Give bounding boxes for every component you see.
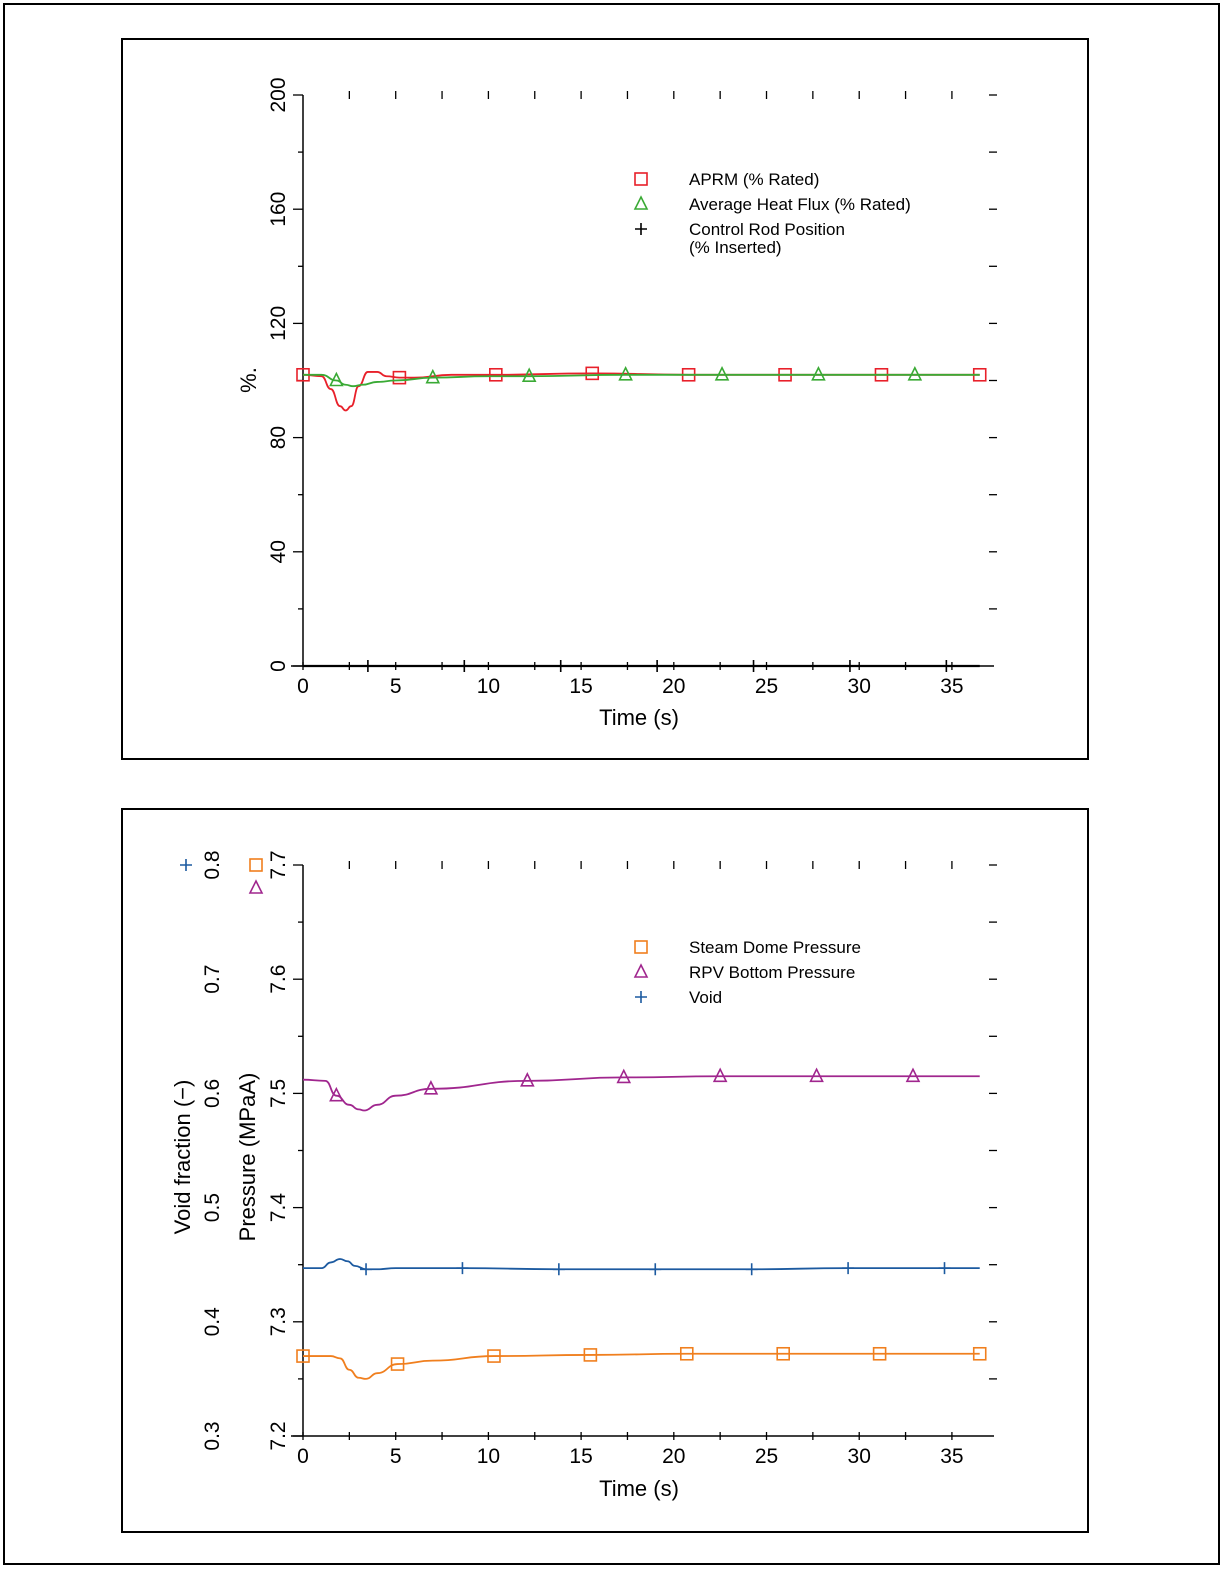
data-point [456,1262,468,1274]
y-tick-label: 7.6 [267,965,290,994]
data-point [812,368,824,380]
x-tick-label: 0 [297,675,309,698]
legend-marker [635,941,647,953]
y-axis-label-pressure: Pressure (MPaA) [235,1073,260,1242]
legend-label-line2: (% Inserted) [689,238,782,257]
x-tick-label: 30 [848,1445,871,1468]
chart-pressure-svg: 0 5 10 15 20 25 30 35 7.2 7.3 7.4 7.5 7.6 7.7 0.3 0.4 0.… [123,810,1087,1531]
x-tick-label: 10 [477,675,500,698]
data-point [746,1263,758,1275]
series-line [303,1354,980,1379]
y-tick-label: 120 [267,306,290,341]
series-line [303,372,980,411]
data-point [714,1069,726,1081]
pressure-axis-marker-square [250,859,262,871]
x-tick-label: 35 [940,675,963,698]
data-point [555,660,567,672]
data-point [939,1262,951,1274]
legend-label: Average Heat Flux (% Rated) [689,195,911,214]
legend: APRM (% Rated) Average Heat Flux (% Rated… [635,170,911,257]
x-tick-label: 15 [569,675,592,698]
data-point [748,660,760,672]
chart-pressure-panel: 0 5 10 15 20 25 30 35 7.2 7.3 7.4 7.5 7.6 7.7 0.3 0.4 0.… [121,808,1089,1533]
legend-label: Control Rod Position [689,220,845,239]
void-axis-marker [180,859,192,871]
data-point [360,1263,372,1275]
legend-marker [635,991,647,1003]
y2-tick-label: 0.6 [201,1079,224,1108]
y2-tick-label: 0.8 [201,850,224,879]
data-point [651,660,663,672]
chart-power-svg: 0 5 10 15 20 25 30 35 0 40 80 120 160 200 APRM (% Rat… [123,40,1087,758]
series-group [297,367,986,672]
y2-tick-label: 0.5 [201,1193,224,1222]
y-tick-label: 7.7 [267,850,290,879]
x-tick-label: 20 [662,675,685,698]
data-point [716,368,728,380]
legend-label: Steam Dome Pressure [689,938,861,957]
series-line [303,1259,980,1269]
legend-marker [635,197,647,209]
data-point [909,368,921,380]
y-tick-label: 80 [267,426,290,449]
y-tick-label: 0 [267,660,290,672]
data-point [940,660,952,672]
data-point [811,1069,823,1081]
legend-label: RPV Bottom Pressure [689,963,855,982]
data-point [553,1263,565,1275]
legend-marker [635,173,647,185]
x-tick-label: 5 [390,675,402,698]
y-tick-label: 7.3 [267,1307,290,1336]
y-tick-label: 7.2 [267,1421,290,1450]
x-axis-label: Time (s) [599,1476,679,1501]
data-point [425,1082,437,1094]
y-tick-label: 200 [267,77,290,112]
x-tick-label: 10 [477,1445,500,1468]
data-point [907,1069,919,1081]
series-line [303,1076,980,1110]
x-tick-label: 25 [755,1445,778,1468]
axes-group: 0 5 10 15 20 25 30 35 0 40 80 120 160 200 [267,77,997,698]
series-group [297,1069,986,1379]
y-axis-label-void: Void fraction (−) [170,1080,195,1235]
y2-tick-label: 0.4 [201,1307,224,1337]
pressure-axis-marker-triangle [250,881,262,893]
x-tick-label: 0 [297,1445,309,1468]
data-point [458,660,470,672]
x-tick-label: 30 [848,675,871,698]
y2-tick-label: 0.7 [201,965,224,994]
x-tick-label: 35 [940,1445,963,1468]
y-axis-label: %. [236,367,261,393]
axes-group: 0 5 10 15 20 25 30 35 7.2 7.3 7.4 7.5 7.6 7.7 0.3 0.4 0.… [201,850,997,1468]
x-tick-label: 25 [755,675,778,698]
data-point [844,660,856,672]
chart-power-panel: 0 5 10 15 20 25 30 35 0 40 80 120 160 200 APRM (% Rat… [121,38,1089,760]
data-point [618,1070,630,1082]
y2-tick-label: 0.3 [201,1421,224,1450]
data-point [649,1263,661,1275]
legend-label: APRM (% Rated) [689,170,819,189]
data-point [521,1074,533,1086]
data-point [362,660,374,672]
x-tick-label: 5 [390,1445,402,1468]
x-tick-label: 20 [662,1445,685,1468]
x-axis-label: Time (s) [599,705,679,730]
data-point [842,1262,854,1274]
legend-marker [635,223,647,235]
y-tick-label: 160 [267,192,290,227]
legend-marker [635,965,647,977]
x-tick-label: 15 [569,1445,592,1468]
y-tick-label: 7.4 [267,1193,290,1223]
legend-label: Void [689,988,722,1007]
y-tick-label: 40 [267,540,290,563]
y-tick-label: 7.5 [267,1079,290,1108]
